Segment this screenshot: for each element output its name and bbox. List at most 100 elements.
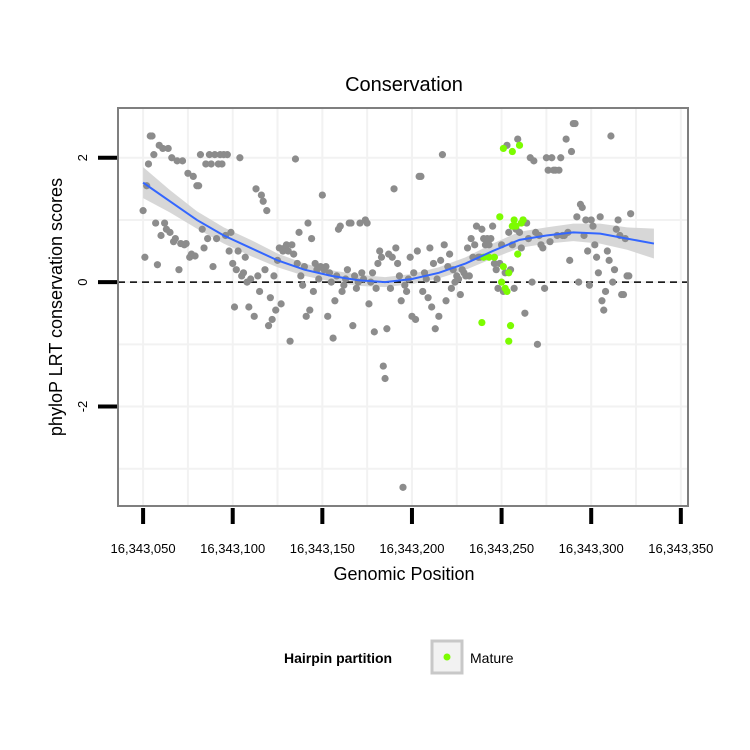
data-point-other [247, 275, 255, 283]
data-point-other [288, 241, 296, 249]
data-point-other [456, 290, 464, 299]
data-point-mature [505, 269, 513, 277]
data-point-other [139, 207, 147, 215]
data-point-other [266, 294, 274, 302]
data-point-other [377, 253, 386, 261]
legend-mature-point [443, 653, 451, 661]
data-point-other [291, 155, 300, 163]
data-point-other [419, 287, 427, 296]
data-point-mature [508, 147, 516, 156]
data-point-other [299, 281, 307, 289]
data-point-other [307, 234, 316, 243]
data-point-other [322, 262, 330, 271]
x-tick-label: 16,343,300 [559, 541, 624, 556]
data-point-other [539, 244, 547, 252]
data-point-other [573, 213, 581, 221]
data-point-other [417, 172, 425, 181]
data-point-other [627, 210, 635, 218]
data-point-other [395, 272, 404, 280]
data-point-other [592, 253, 601, 261]
data-point-other [437, 256, 445, 264]
data-point-other [489, 222, 497, 230]
data-point-other [562, 135, 570, 143]
data-point-other [191, 252, 199, 260]
data-point-mature [499, 144, 507, 153]
data-point-other [250, 312, 258, 320]
x-tick-label: 16,343,200 [379, 541, 444, 556]
data-point-other [196, 151, 205, 159]
data-point-other [256, 287, 264, 296]
x-tick-label: 16,343,050 [111, 541, 176, 556]
data-point-other [478, 225, 486, 233]
data-point-other [329, 334, 337, 342]
data-point-other [528, 278, 536, 286]
data-point-other [264, 322, 273, 330]
data-point-other [431, 325, 439, 333]
data-point-other [311, 259, 319, 268]
data-point-other [254, 272, 262, 280]
data-point-other [211, 151, 219, 159]
smooth-ribbon-group [143, 167, 654, 288]
data-point-other [204, 234, 212, 243]
data-point-other [315, 275, 323, 283]
data-point-other [567, 147, 576, 156]
data-point-other [388, 253, 396, 261]
data-point-other [435, 312, 443, 320]
data-point-other [485, 241, 493, 249]
data-point-other [284, 247, 292, 255]
data-point-other [487, 234, 495, 243]
smooth-fit-line [142, 181, 655, 284]
data-point-other [166, 228, 174, 236]
data-point-mature [478, 318, 486, 327]
data-point-other [514, 135, 522, 143]
data-point-other [370, 328, 378, 336]
data-point-other [605, 256, 613, 264]
data-point-other [492, 266, 500, 274]
y-axis-title: phyloP LRT conservation scores [46, 178, 66, 436]
x-tick-label: 16,343,350 [648, 541, 713, 556]
data-point-other [293, 259, 301, 268]
y-tick-label: 0 [75, 279, 90, 286]
data-point-other [392, 244, 400, 252]
data-point-other [212, 234, 221, 243]
data-point-other [515, 228, 524, 236]
data-point-other [424, 294, 432, 302]
data-point-other [245, 303, 253, 311]
data-point-mature [490, 253, 499, 261]
data-point-other [184, 169, 192, 177]
data-point-other [530, 157, 538, 165]
data-point-other [548, 154, 556, 162]
data-point-other [209, 262, 217, 271]
x-tick-label: 16,343,100 [200, 541, 265, 556]
data-point-other [351, 272, 359, 280]
data-point-other [347, 219, 355, 227]
data-point-mature [505, 337, 513, 345]
data-point-mature [497, 278, 506, 286]
data-point-other [324, 312, 332, 320]
data-point-other [282, 241, 291, 249]
data-point-other [584, 247, 592, 255]
data-point-other [557, 154, 565, 162]
data-point-other [494, 284, 502, 292]
data-point-other [600, 306, 608, 314]
data-point-other [612, 225, 620, 233]
data-point-other [571, 119, 579, 128]
data-point-other [358, 269, 366, 277]
data-point-other [259, 197, 267, 205]
data-point-other [268, 315, 276, 324]
data-point-mature [519, 216, 527, 224]
data-point-other [429, 259, 438, 268]
data-point-other [578, 203, 586, 212]
data-point-other [379, 362, 387, 370]
data-point-other [200, 244, 208, 252]
data-point-other [546, 238, 554, 246]
data-point-other [207, 160, 215, 168]
data-point-other [399, 483, 407, 491]
data-point-other [340, 281, 348, 289]
data-point-other [490, 259, 499, 268]
data-point-other [386, 284, 395, 292]
data-point-other [302, 312, 310, 320]
data-point-other [229, 259, 237, 268]
data-point-other [157, 231, 165, 240]
